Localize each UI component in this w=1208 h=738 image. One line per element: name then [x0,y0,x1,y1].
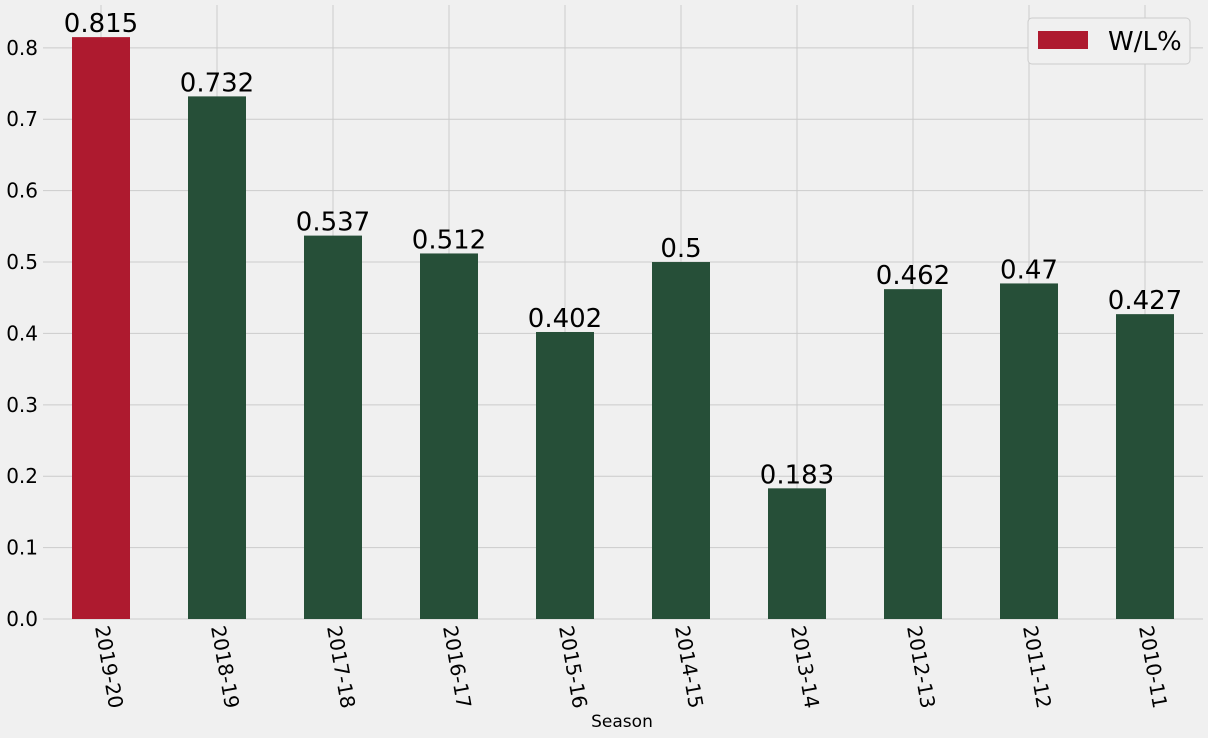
y-tick-label: 0.8 [6,36,38,60]
value-label: 0.427 [1108,286,1182,316]
y-tick-label: 0.4 [6,321,38,345]
bar [72,37,130,619]
value-label: 0.462 [876,261,950,291]
value-label: 0.402 [528,304,602,334]
bar [188,96,246,619]
y-tick-label: 0.6 [6,179,38,203]
value-label: 0.512 [412,225,486,255]
legend-box [1027,17,1191,65]
y-tick-label: 0.1 [6,536,38,560]
legend-swatch [1038,31,1088,49]
value-label: 0.5 [660,234,701,264]
bar [304,235,362,619]
y-tick-label: 0.7 [6,107,38,131]
value-label: 0.815 [64,9,138,39]
legend-label: W/L% [1108,27,1182,57]
y-tick-label: 0.0 [6,607,38,631]
bar [768,488,826,619]
bar [652,262,710,619]
value-label: 0.732 [180,68,254,98]
y-tick-label: 0.3 [6,393,38,417]
bar [420,253,478,619]
y-tick-label: 0.2 [6,464,38,488]
bar [884,289,942,619]
x-axis-label: Season [591,712,653,732]
bar [536,331,594,619]
bar [1000,283,1058,619]
value-label: 0.537 [296,208,370,238]
value-label: 0.47 [1000,255,1058,285]
y-tick-label: 0.5 [6,250,38,274]
bar [1116,314,1174,619]
value-label: 0.183 [760,460,834,490]
